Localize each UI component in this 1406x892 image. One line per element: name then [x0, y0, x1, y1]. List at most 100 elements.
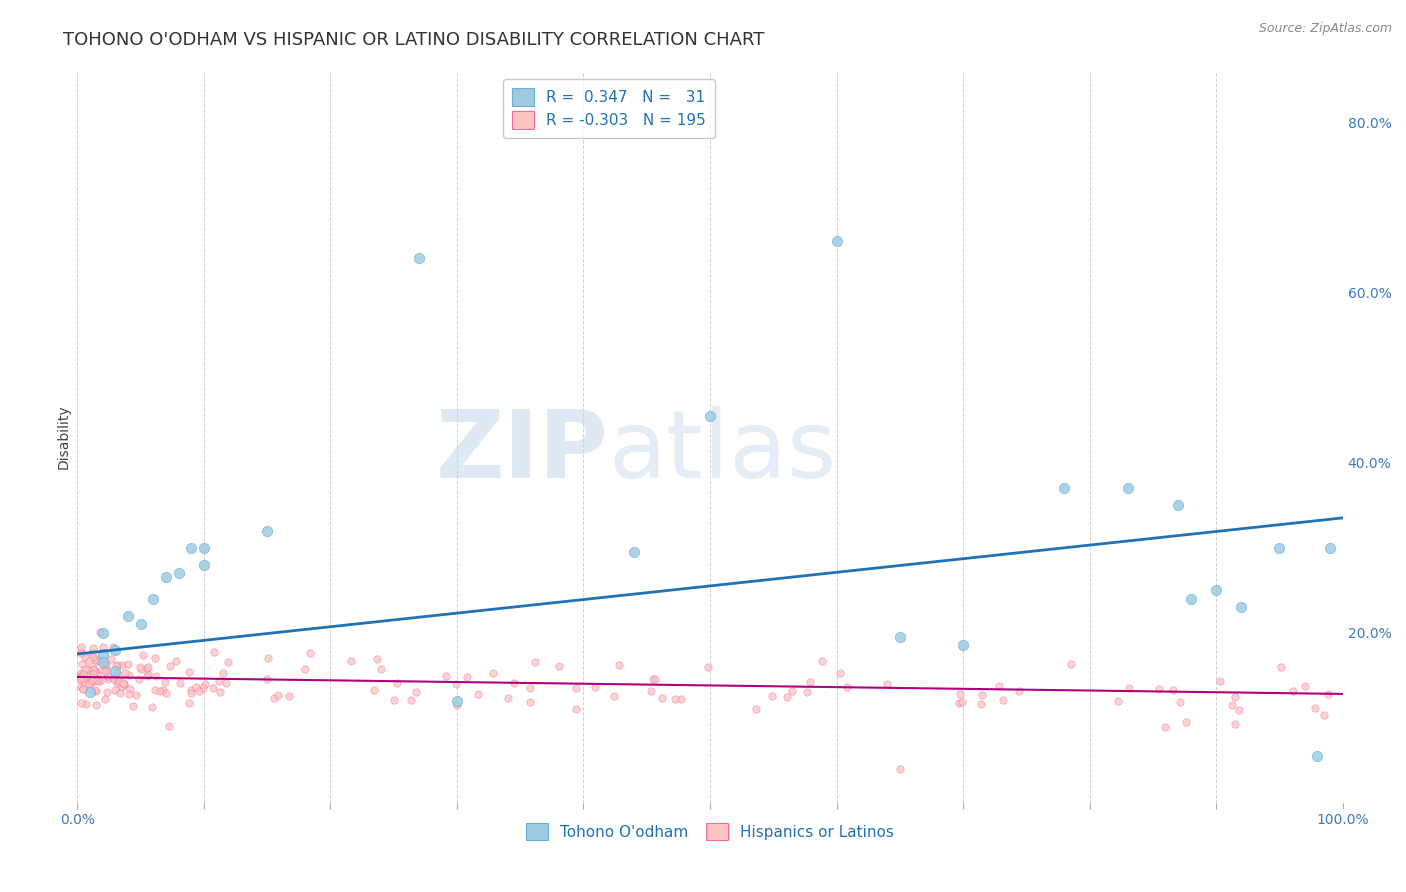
Point [94, 664, 117, 678]
Point [1154, 720, 1177, 734]
Point [401, 693, 423, 707]
Point [640, 684, 662, 698]
Point [294, 662, 316, 676]
Point [607, 657, 630, 672]
Point [775, 690, 797, 704]
Point [889, 630, 911, 644]
Point [73, 677, 96, 691]
Point [111, 658, 134, 673]
Point [796, 685, 818, 699]
Point [79, 675, 101, 690]
Point [70, 671, 93, 685]
Point [110, 686, 132, 700]
Point [583, 680, 606, 694]
Point [498, 690, 520, 705]
Point [112, 676, 135, 690]
Point [193, 558, 215, 572]
Text: atlas: atlas [609, 406, 837, 498]
Point [745, 702, 768, 716]
Point [699, 409, 721, 423]
Text: TOHONO O'ODHAM VS HISPANIC OR LATINO DISABILITY CORRELATION CHART: TOHONO O'ODHAM VS HISPANIC OR LATINO DIS… [63, 31, 765, 49]
Point [1008, 684, 1031, 698]
Point [135, 661, 157, 675]
Point [70, 645, 93, 659]
Point [114, 665, 136, 680]
Point [82, 662, 104, 676]
Point [446, 698, 468, 712]
Point [503, 676, 526, 690]
Point [155, 686, 177, 700]
Point [565, 702, 588, 716]
Point [1205, 583, 1227, 598]
Point [118, 682, 141, 697]
Point [129, 617, 152, 632]
Point [671, 692, 693, 706]
Point [467, 687, 489, 701]
Point [111, 680, 134, 694]
Point [72, 682, 94, 697]
Point [1227, 702, 1250, 716]
Point [89, 624, 111, 639]
Point [91, 625, 114, 640]
Point [136, 667, 159, 681]
Point [207, 674, 229, 689]
Point [1053, 481, 1076, 495]
Point [1220, 698, 1243, 713]
Point [103, 672, 125, 686]
Point [1180, 591, 1202, 606]
Point [89, 654, 111, 668]
Point [952, 639, 974, 653]
Point [1161, 682, 1184, 697]
Point [1230, 600, 1253, 615]
Point [385, 675, 408, 690]
Point [548, 658, 571, 673]
Point [256, 524, 278, 538]
Point [143, 683, 166, 698]
Point [876, 677, 898, 691]
Point [157, 719, 180, 733]
Point [72, 681, 94, 696]
Point [408, 252, 430, 266]
Point [169, 676, 191, 690]
Point [93, 654, 115, 668]
Text: Source: ZipAtlas.com: Source: ZipAtlas.com [1258, 22, 1392, 36]
Point [73, 650, 96, 665]
Point [84, 664, 107, 678]
Point [641, 672, 664, 686]
Point [970, 688, 993, 702]
Point [193, 681, 215, 695]
Point [149, 684, 172, 698]
Point [434, 668, 457, 682]
Point [651, 690, 673, 705]
Point [105, 673, 128, 687]
Point [623, 545, 645, 559]
Point [482, 665, 505, 680]
Point [267, 688, 290, 702]
Point [82, 646, 104, 660]
Point [82, 667, 104, 681]
Point [117, 657, 139, 672]
Legend: Tohono O'odham, Hispanics or Latinos: Tohono O'odham, Hispanics or Latinos [520, 816, 900, 847]
Point [114, 677, 136, 691]
Point [80, 663, 103, 677]
Point [83, 662, 105, 676]
Point [363, 683, 385, 698]
Point [80, 673, 103, 687]
Point [1175, 714, 1198, 729]
Point [79, 685, 101, 699]
Point [1312, 708, 1334, 723]
Point [105, 675, 128, 690]
Point [70, 657, 93, 671]
Point [145, 651, 167, 665]
Point [94, 660, 117, 674]
Point [215, 676, 238, 690]
Point [76, 662, 98, 676]
Point [799, 675, 821, 690]
Point [129, 662, 152, 676]
Point [1282, 683, 1305, 698]
Point [82, 674, 104, 689]
Point [104, 642, 127, 657]
Point [277, 689, 299, 703]
Point [217, 656, 239, 670]
Point [524, 655, 547, 669]
